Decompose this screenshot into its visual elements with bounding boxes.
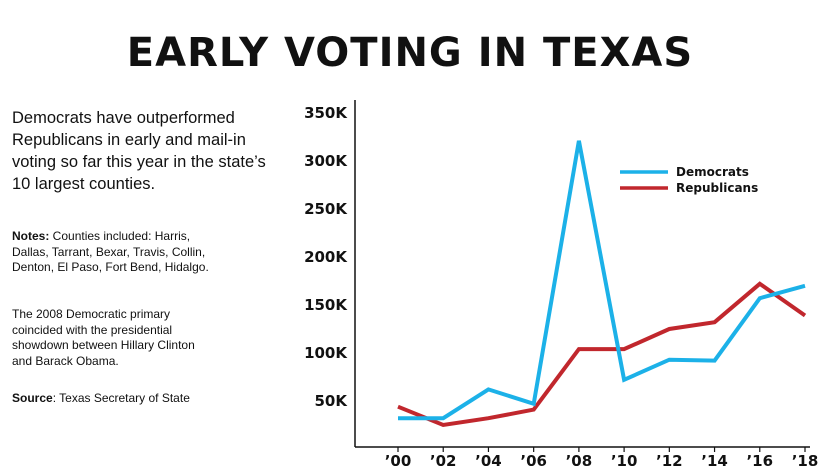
source-label: Source (12, 391, 53, 405)
series-line-republicans (397, 281, 807, 428)
x-tick-label: ’16 (746, 452, 773, 470)
notes-label: Notes: (12, 229, 50, 243)
y-tick-label: 350K (304, 104, 348, 122)
y-tick-label: 200K (304, 248, 348, 266)
y-tick-label: 50K (315, 392, 349, 410)
y-tick-label: 100K (304, 344, 348, 362)
x-tick-label: ’00 (385, 452, 412, 470)
series-line-democrats (398, 140, 806, 421)
x-tick-label: ’14 (701, 452, 728, 470)
notes-block: Notes: Counties included: Harris, Dallas… (12, 229, 212, 276)
y-tick-label: 150K (304, 296, 348, 314)
x-tick-label: ’02 (430, 452, 457, 470)
x-tick-label: ’18 (792, 452, 819, 470)
source-block: Source: Texas Secretary of State (12, 391, 272, 407)
legend-label-democrats: Democrats (676, 165, 749, 179)
source-text: : Texas Secretary of State (52, 391, 190, 405)
legend-label-republicans: Republicans (676, 181, 758, 195)
y-tick-label: 250K (304, 200, 348, 218)
notes-text: Counties included: Harris, Dallas, Tarra… (12, 229, 209, 274)
x-tick-label: ’10 (611, 452, 638, 470)
x-tick-label: ’08 (566, 452, 593, 470)
x-tick-label: ’06 (520, 452, 547, 470)
intro-text: Democrats have outperformed Republicans … (12, 109, 266, 193)
y-tick-label: 300K (304, 152, 348, 170)
x-tick-label: ’04 (475, 452, 502, 470)
x-tick-label: ’12 (656, 452, 683, 470)
primary-note: The 2008 Democratic primary coincided wi… (12, 307, 195, 368)
chart-title: EARLY VOTING IN TEXAS (126, 30, 694, 76)
